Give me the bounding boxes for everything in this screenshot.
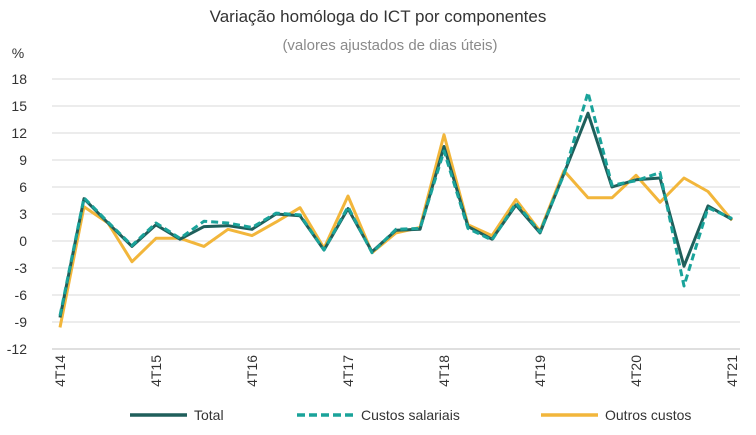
- x-tick-label: 4T16: [244, 355, 260, 387]
- x-tick-label: 4T15: [148, 355, 164, 387]
- legend-label: Custos salariais: [361, 407, 460, 423]
- chart-title: Variação homóloga do ICT por componentes: [210, 7, 547, 26]
- series-group: [58, 91, 734, 328]
- y-tick-labels: -12 -9 -6 -3 0 3 6 9 12 15 18: [7, 71, 27, 357]
- data-point: [467, 227, 469, 229]
- data-point: [227, 222, 229, 224]
- data-point: [251, 226, 253, 228]
- data-point: [611, 184, 613, 186]
- y-axis-unit: %: [12, 45, 24, 61]
- chart-subtitle: (valores ajustados de dias úteis): [282, 37, 497, 54]
- y-tick-label: 3: [19, 206, 27, 222]
- data-point: [419, 227, 421, 229]
- data-point: [659, 171, 661, 173]
- data-point: [107, 221, 109, 223]
- x-tick-label: 4T19: [532, 355, 548, 387]
- data-point: [323, 249, 325, 251]
- x-tick-label: 4T18: [436, 355, 452, 387]
- data-point: [683, 177, 685, 179]
- x-tick-label: 4T17: [340, 355, 356, 387]
- legend: Total Custos salariais Outros custos: [130, 407, 691, 423]
- data-point: [299, 207, 301, 209]
- series-line-total: [58, 111, 733, 318]
- data-point: [203, 225, 205, 227]
- y-tick-label: 0: [19, 233, 27, 249]
- data-point: [587, 112, 589, 114]
- data-point: [371, 252, 373, 254]
- data-point: [539, 231, 541, 233]
- data-point: [635, 174, 637, 176]
- data-point: [611, 197, 613, 199]
- data-point: [299, 214, 301, 216]
- data-point: [659, 201, 661, 203]
- data-point: [203, 245, 205, 247]
- data-point: [491, 239, 493, 241]
- legend-label: Total: [194, 407, 224, 423]
- data-point: [443, 150, 445, 152]
- series-line-custos-salariais: [58, 91, 733, 316]
- data-point: [731, 217, 733, 219]
- data-point: [59, 315, 61, 317]
- grid-lines: [52, 78, 740, 350]
- x-axis: 4T14 4T15 4T16 4T17 4T18 4T19 4T20 4T21: [52, 348, 740, 387]
- data-point: [155, 237, 157, 239]
- data-point: [563, 173, 565, 175]
- y-tick-label: -6: [15, 287, 28, 303]
- data-point: [635, 180, 637, 182]
- data-point: [707, 207, 709, 209]
- data-point: [227, 225, 229, 227]
- data-point: [515, 198, 517, 200]
- y-tick-label: -9: [15, 314, 28, 330]
- data-point: [59, 326, 61, 328]
- x-tick-label: 4T20: [628, 355, 644, 387]
- data-point: [347, 195, 349, 197]
- data-point: [707, 190, 709, 192]
- data-point: [275, 212, 277, 214]
- data-point: [251, 234, 253, 236]
- data-point: [683, 265, 685, 267]
- data-point: [683, 285, 685, 287]
- y-tick-label: 15: [11, 98, 27, 114]
- data-point: [395, 228, 397, 230]
- data-point: [587, 197, 589, 199]
- data-point: [275, 221, 277, 223]
- x-tick-label: 4T14: [52, 355, 68, 387]
- data-point: [131, 261, 133, 263]
- data-point: [131, 244, 133, 246]
- y-tick-label: 12: [11, 125, 27, 141]
- y-tick-label: 9: [19, 152, 27, 168]
- data-point: [443, 145, 445, 147]
- y-tick-label: 18: [11, 71, 27, 87]
- data-point: [155, 222, 157, 224]
- data-point: [179, 237, 181, 239]
- data-point: [347, 206, 349, 208]
- y-tick-label: 6: [19, 179, 27, 195]
- data-point: [515, 202, 517, 204]
- data-point: [587, 91, 589, 93]
- data-point: [443, 134, 445, 136]
- data-point: [227, 228, 229, 230]
- data-point: [203, 220, 205, 222]
- x-tick-label: 4T21: [724, 355, 740, 387]
- y-tick-label: -3: [15, 260, 28, 276]
- series-line-outros-custos: [58, 133, 734, 328]
- y-tick-label: -12: [7, 341, 27, 357]
- data-point: [83, 197, 85, 199]
- legend-label: Outros custos: [605, 407, 691, 423]
